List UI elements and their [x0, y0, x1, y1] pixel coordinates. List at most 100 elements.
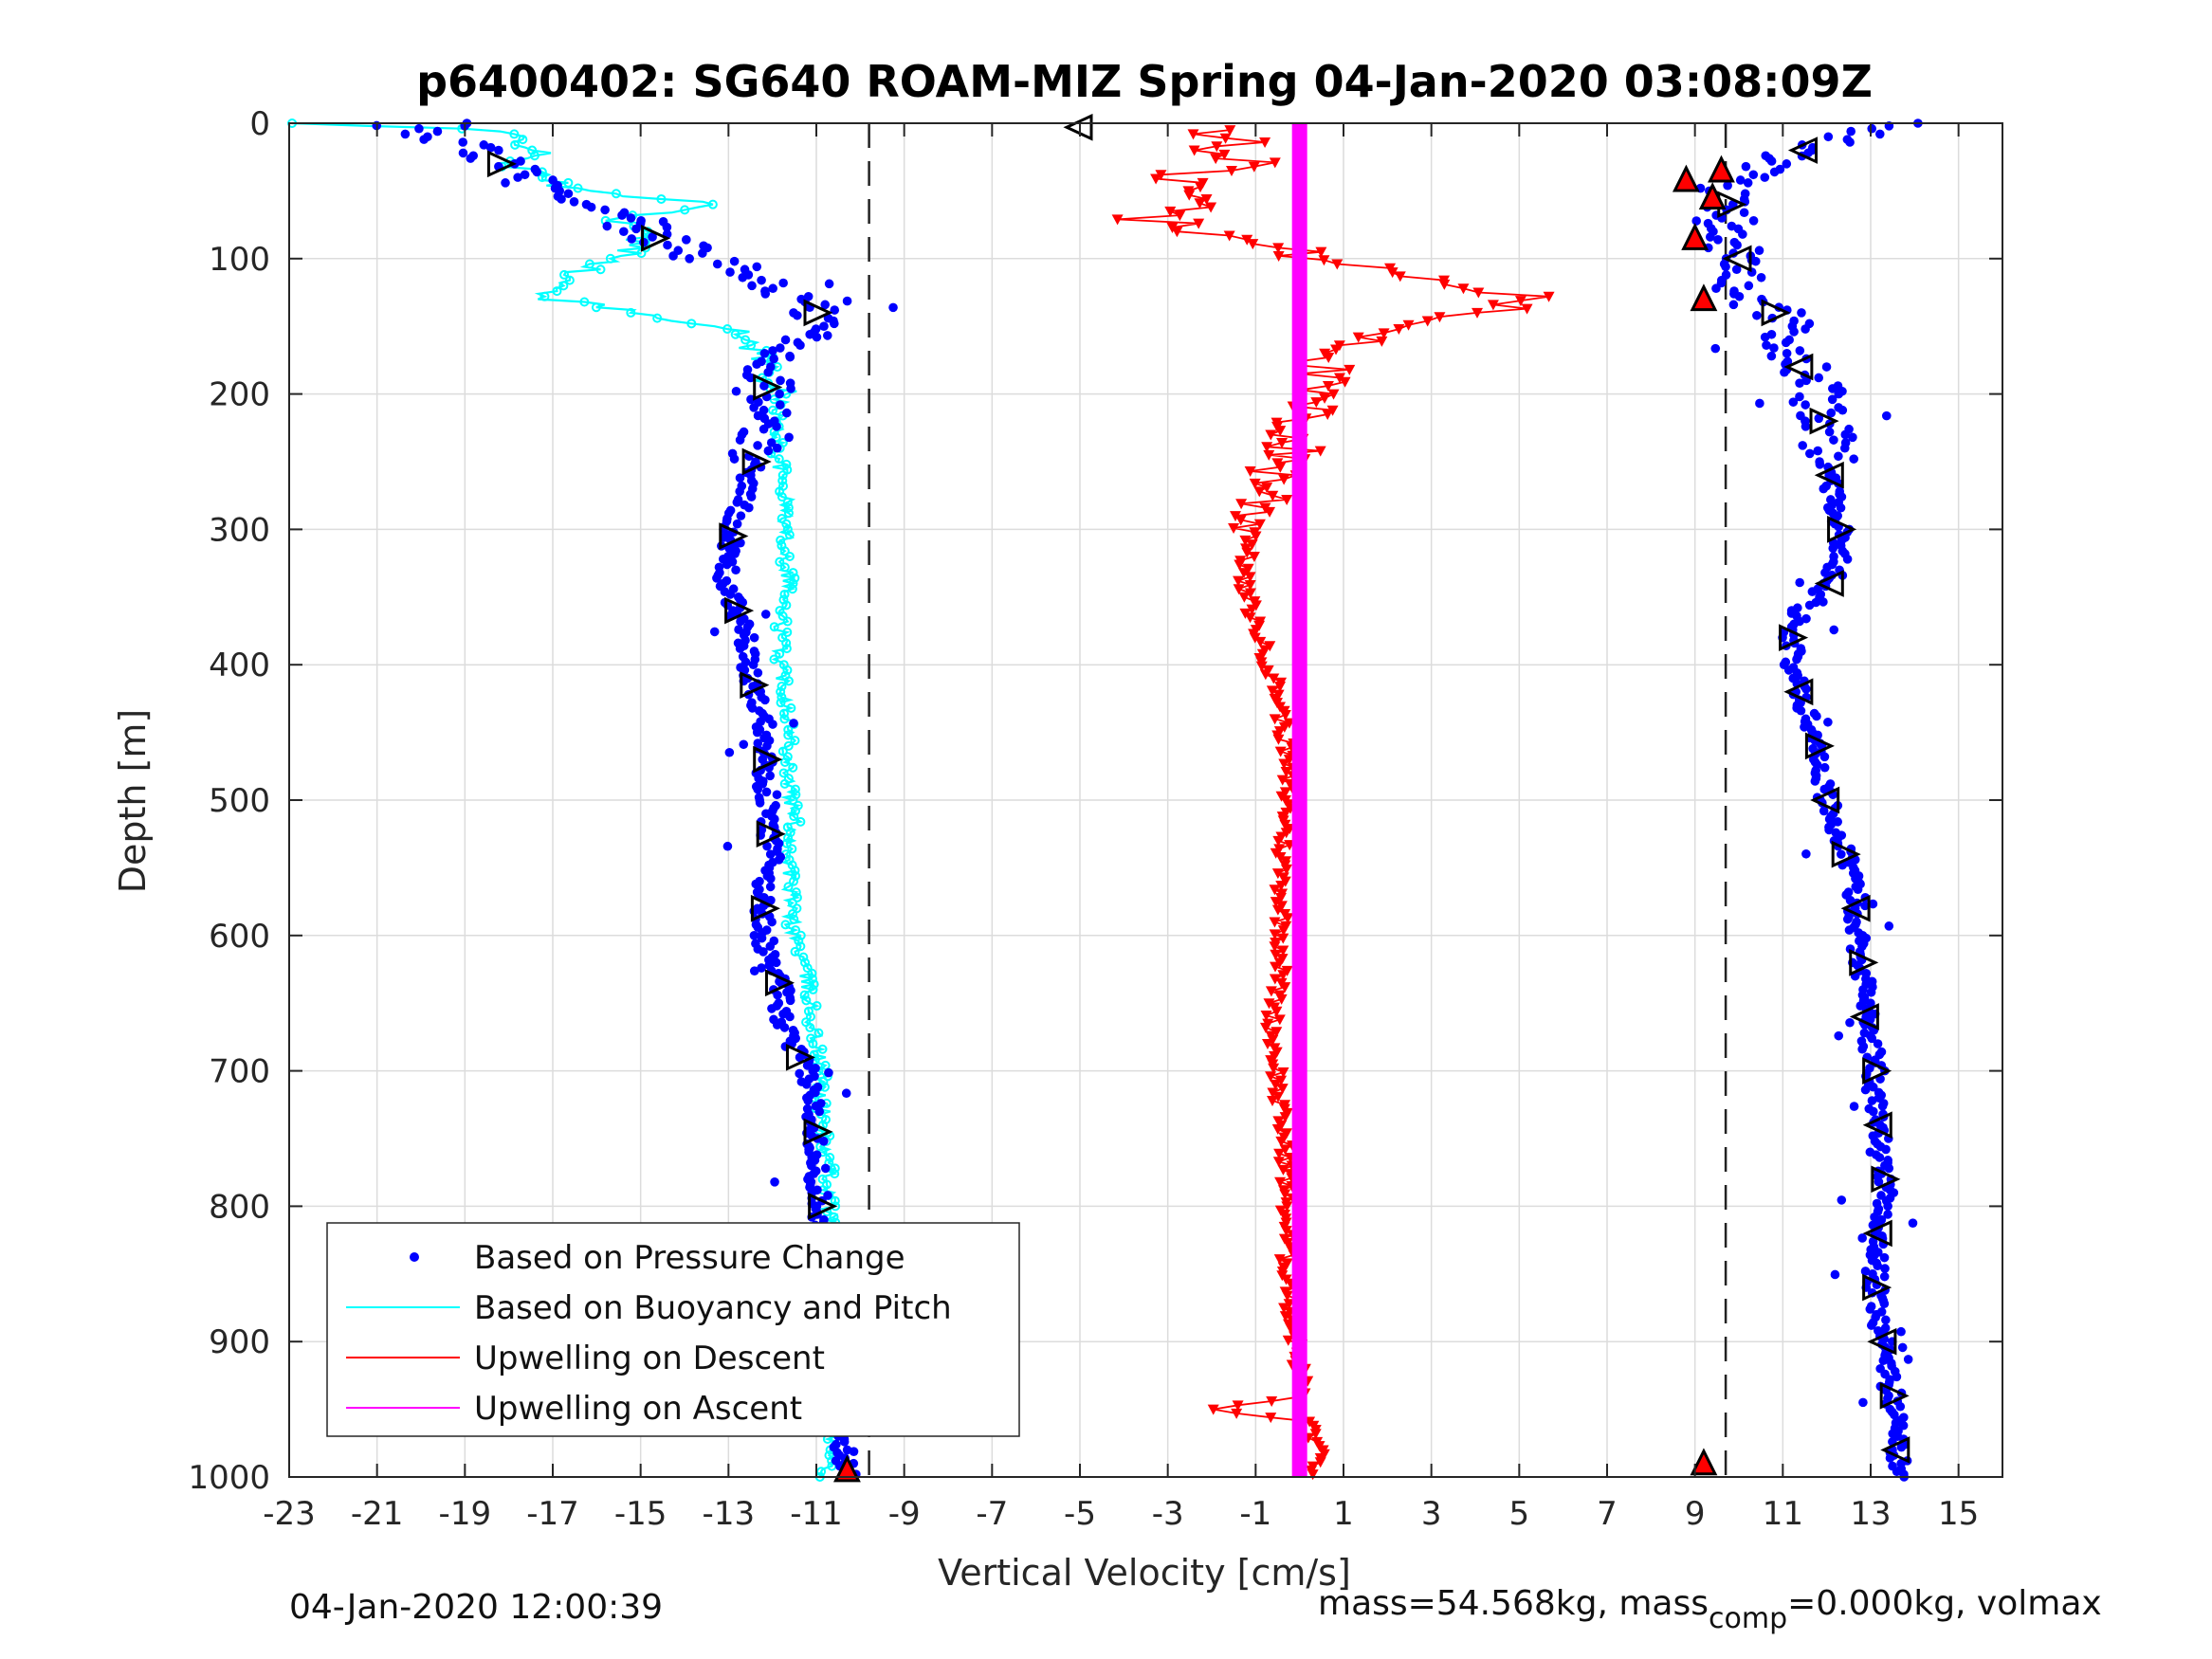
- buoyancy-pitch-point: [775, 556, 785, 567]
- pressure-ascent-point: [1896, 1326, 1906, 1337]
- pressure-descent-point: [752, 727, 762, 738]
- pressure-ascent-point: [1830, 1269, 1840, 1280]
- pressure-ascent-point: [1837, 1195, 1847, 1205]
- pressure-descent-point: [557, 194, 566, 204]
- pressure-descent-point: [762, 841, 772, 851]
- pressure-ascent-point: [1804, 448, 1815, 459]
- pressure-ascent-point: [1868, 1106, 1878, 1117]
- pressure-ascent-point: [1741, 161, 1751, 172]
- descent-triangle-marker: [764, 969, 795, 997]
- pressure-descent-point: [627, 234, 637, 244]
- x-tick-label: -9: [888, 1495, 921, 1533]
- pressure-ascent-point: [1797, 308, 1806, 318]
- pressure-descent-point: [663, 240, 672, 250]
- ascent-triangle-marker: [1779, 624, 1809, 651]
- pressure-descent-point: [738, 272, 748, 283]
- pressure-descent-point: [602, 221, 612, 231]
- surface-triangle-marker: [833, 1454, 861, 1483]
- pressure-ascent-point: [1819, 806, 1829, 816]
- pressure-ascent-point: [1748, 170, 1759, 180]
- pressure-descent-point: [820, 300, 831, 310]
- pressure-ascent-point: [1881, 1144, 1891, 1155]
- x-tick-label: -19: [439, 1495, 492, 1533]
- pressure-ascent-point: [1823, 717, 1833, 727]
- pressure-ascent-point: [1713, 235, 1723, 245]
- buoyancy-pitch-point: [778, 768, 789, 778]
- x-tick-label: -15: [614, 1495, 667, 1533]
- pressure-descent-point: [812, 332, 822, 342]
- pressure-descent-point: [747, 281, 757, 291]
- pressure-ascent-point: [1884, 1163, 1894, 1174]
- pressure-descent-point: [732, 498, 742, 507]
- pressure-ascent-point: [1760, 173, 1770, 182]
- pressure-ascent-point: [1801, 324, 1810, 334]
- pressure-ascent-point: [1860, 1267, 1871, 1276]
- pressure-descent-point: [730, 549, 740, 558]
- legend-label: Based on Pressure Change: [474, 1239, 905, 1277]
- pressure-descent-point: [830, 305, 840, 315]
- buoyancy-pitch-point: [777, 692, 787, 702]
- pressure-ascent-point: [1691, 216, 1702, 226]
- pressure-ascent-point: [1837, 405, 1848, 415]
- pressure-descent-point: [749, 632, 759, 643]
- descent-triangle-marker: [753, 745, 783, 774]
- x-tick-label: -7: [976, 1495, 1008, 1533]
- pressure-ascent-point: [1868, 899, 1878, 909]
- pressure-descent-point: [766, 438, 777, 447]
- upwelling-descent-marker: [1307, 1469, 1319, 1481]
- ascent-triangle-marker: [1722, 245, 1752, 273]
- x-axis-label: Vertical Velocity [cm/s]: [938, 1552, 1351, 1594]
- pressure-ascent-point: [1896, 1442, 1907, 1452]
- pressure-descent-point: [760, 695, 770, 705]
- pressure-descent-point: [765, 882, 776, 892]
- pressure-descent-point: [732, 519, 742, 529]
- y-tick-label: 200: [209, 376, 270, 414]
- pressure-descent-point: [712, 259, 722, 269]
- surface-triangle-marker: [1672, 164, 1700, 192]
- pressure-descent-point: [822, 331, 832, 340]
- pressure-descent-point: [776, 343, 785, 353]
- x-tick-label: 13: [1850, 1495, 1891, 1533]
- ascent-triangle-marker: [1831, 840, 1861, 868]
- x-tick-label: 3: [1421, 1495, 1442, 1533]
- pressure-ascent-point: [1860, 1085, 1871, 1095]
- pressure-ascent-point: [1795, 346, 1805, 356]
- pressure-ascent-point: [1867, 1033, 1877, 1044]
- buoyancy-pitch-point: [779, 778, 790, 789]
- pressure-descent-point: [786, 986, 795, 995]
- pressure-ascent-point: [1827, 394, 1837, 405]
- pressure-ascent-point: [1867, 1096, 1877, 1105]
- x-tick-label: -3: [1152, 1495, 1184, 1533]
- pressure-descent-point: [780, 335, 791, 345]
- pressure-descent-point: [725, 267, 735, 277]
- pressure-ascent-point: [1892, 1467, 1902, 1477]
- pressure-ascent-point: [1865, 1304, 1875, 1314]
- pressure-ascent-point: [1813, 446, 1823, 456]
- pressure-descent-point: [532, 167, 542, 177]
- buoyancy-pitch-point: [537, 173, 547, 183]
- pressure-ascent-point: [1800, 722, 1809, 732]
- pressure-descent-point: [765, 771, 775, 781]
- buoyancy-pitch-point: [800, 957, 811, 968]
- ascent-triangle-marker: [1840, 894, 1871, 922]
- pressure-descent-point: [626, 213, 636, 223]
- buoyancy-pitch-point: [781, 519, 792, 529]
- pressure-ascent-point: [1879, 1252, 1890, 1263]
- buoyancy-pitch-point: [559, 269, 570, 280]
- pressure-descent-point: [731, 386, 741, 396]
- pressure-descent-point: [770, 1177, 779, 1187]
- pressure-descent-point: [803, 1096, 814, 1105]
- pressure-ascent-point: [1782, 159, 1792, 169]
- pressure-ascent-point: [1828, 543, 1838, 554]
- pressure-ascent-point: [1801, 400, 1810, 410]
- x-tick-label: -5: [1064, 1495, 1096, 1533]
- pressure-descent-point: [769, 354, 778, 364]
- pressure-descent-point: [753, 441, 762, 450]
- pressure-descent-point: [699, 241, 708, 251]
- pressure-descent-point: [761, 787, 772, 797]
- pressure-descent-point: [767, 1004, 777, 1013]
- y-tick-label: 1000: [188, 1459, 270, 1497]
- pressure-descent-point: [785, 1012, 795, 1022]
- pressure-descent-point: [757, 963, 766, 973]
- pressure-ascent-point: [1795, 378, 1804, 388]
